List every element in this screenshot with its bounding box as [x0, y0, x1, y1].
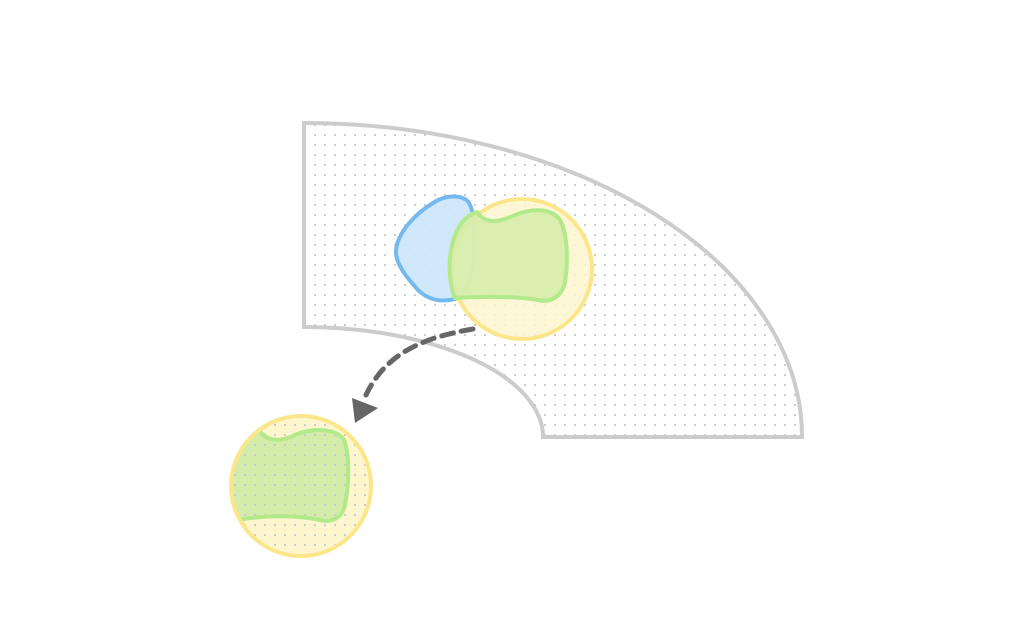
detail-green-outline — [231, 425, 351, 523]
dashed-curved-arrow-icon — [363, 326, 476, 398]
sector-outline — [302, 120, 805, 439]
green-shape — [447, 208, 569, 303]
detail-dots — [231, 416, 371, 556]
arrowhead-icon — [352, 398, 378, 423]
magnified-detail — [229, 414, 373, 558]
detail-yellow-outline — [229, 414, 373, 558]
